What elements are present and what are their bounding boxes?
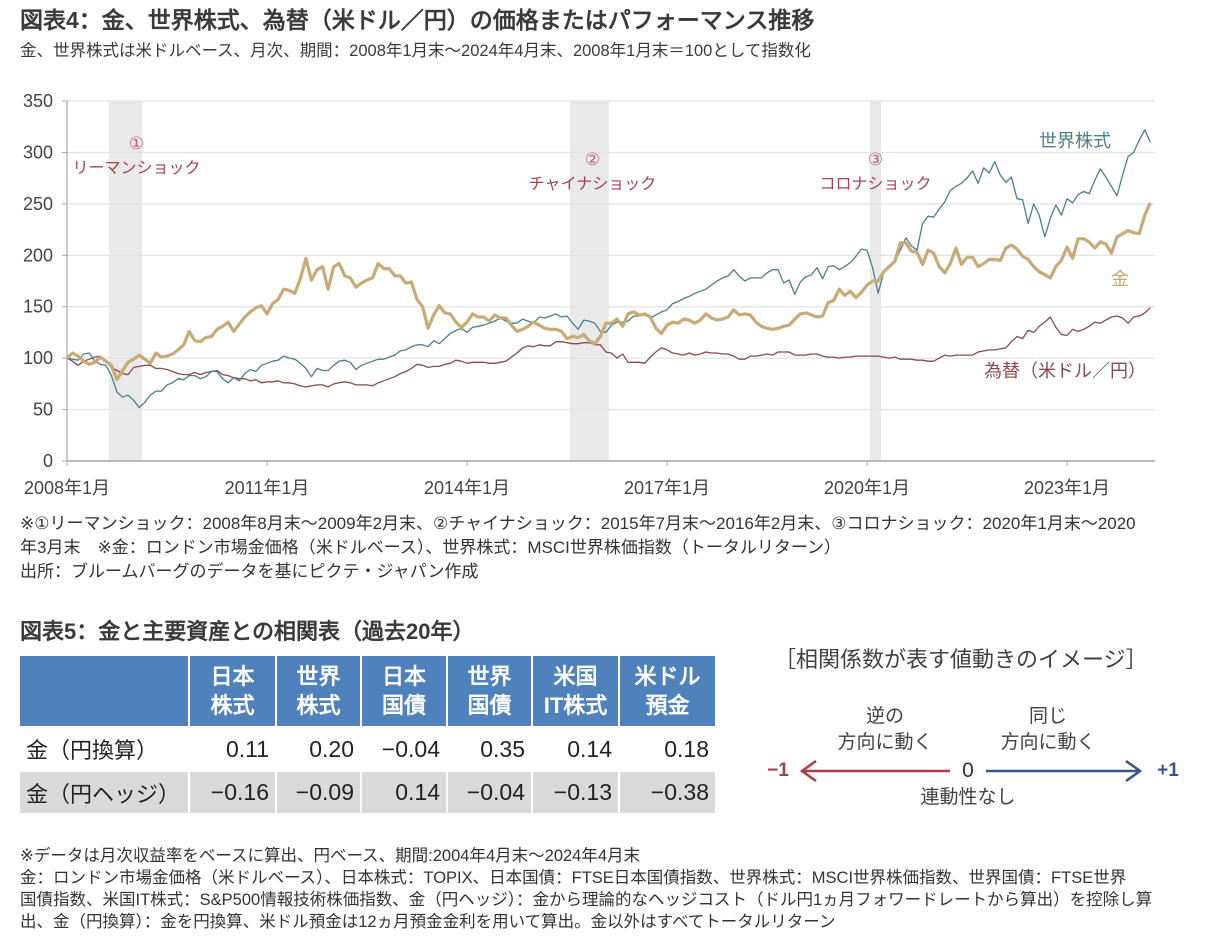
y-tick-label: 350 (23, 91, 53, 111)
axes: 0 50 100 150 200 250 300 350 2008年1月 2011年1月 2014年… (23, 91, 1155, 498)
plus-one-label: +1 (1157, 760, 1179, 781)
series-lines (65, 129, 1152, 409)
column-header: 日本 株式 (190, 656, 275, 726)
y-tick-label: 300 (23, 142, 53, 162)
shaded-period-label: リーマンショック (73, 159, 201, 177)
series-line (66, 129, 1151, 409)
table-header-corner (20, 656, 188, 726)
x-tick-label: 2008年1月 (24, 478, 110, 498)
figure5-title: 図表5：金と主要資産との相関表（過去20年） (20, 619, 475, 644)
positive-caption-line2: 方向に動く (1000, 732, 1096, 753)
gridlines (67, 100, 1155, 411)
column-header-line: 世界 (296, 664, 341, 689)
column-header-line: 国債 (381, 693, 426, 718)
y-tick-label: 0 (43, 451, 53, 471)
line-chart: 0 50 100 150 200 250 300 350 2008年1月 2011年1月 2014年… (23, 91, 1155, 498)
y-tick-label: 250 (23, 194, 53, 214)
row-label: 金（円ヘッジ） (20, 772, 188, 813)
column-header-line: 株式 (296, 693, 341, 718)
table-cell: 0.35 (448, 728, 531, 770)
x-tick-label: 2023年1月 (1024, 478, 1110, 498)
table-cell: −0.13 (533, 772, 618, 813)
column-header-line: 米国 (553, 664, 598, 689)
correlation-arrows (799, 759, 1143, 783)
column-header-line: 預金 (645, 693, 690, 718)
negative-caption-line1: 逆の (865, 706, 904, 727)
minus-one-label: −1 (767, 760, 789, 781)
figure4-note-line: 年3月末 ※金：ロンドン市場金価格（米ドルベース）、世界株式：MSCI世界株価指… (20, 538, 841, 557)
x-tick-label: 2011年1月 (225, 478, 310, 498)
figure5-note-line: 金：ロンドン市場金価格（米ドルベース）、日本株式：TOPIX、日本国債：FTSE… (20, 869, 1127, 887)
column-header-line: 世界 (467, 664, 512, 689)
table-cell: 0.20 (277, 728, 360, 770)
table-cell: −0.38 (620, 772, 715, 813)
figure4-note-line: ※①リーマンショック：2008年8月末～2009年2月末、②チャイナショック：2… (20, 514, 1136, 533)
figure4-source-line: 出所：ブルームバーグのデータを基にピクテ・ジャパン作成 (20, 562, 479, 581)
figure5-note-line: 国債指数、米国IT株式：S&P500情報技術株価指数、金（円ヘッジ）：金から理論… (20, 891, 1153, 909)
column-header-line: 日本 (381, 664, 426, 689)
table-cell: −0.04 (448, 772, 531, 813)
column-header: 世界 国債 (448, 656, 531, 726)
x-tick-label: 2020年1月 (824, 478, 910, 498)
row-label: 金（円換算） (20, 728, 188, 770)
column-header: 日本 国債 (362, 656, 446, 726)
series-line (66, 307, 1151, 388)
table-cell: 0.14 (533, 728, 618, 770)
correlation-table: 日本 株式 世界 株式 日本 国債 世界 国債 米国 IT株式 米ドル 預金 金（円換算） … (20, 656, 715, 813)
series-label: 世界株式 (1039, 131, 1111, 151)
shaded-period-label: コロナショック (820, 175, 932, 193)
shaded-period-number: ③ (868, 150, 883, 169)
table-cell: 0.18 (620, 728, 715, 770)
shaded-periods (108, 101, 882, 461)
column-header-line: 国債 (467, 693, 512, 718)
arrow-right-icon (1125, 759, 1143, 783)
arrow-left-icon (799, 759, 817, 783)
table-cell: −0.09 (277, 772, 360, 813)
y-tick-label: 50 (33, 400, 53, 420)
series-line (65, 202, 1152, 382)
table-cell: −0.16 (190, 772, 275, 813)
figure4-title: 図表4：金、世界株式、為替（米ドル／円）の価格またはパフォーマンス推移 (20, 7, 815, 33)
figure5-note-line: ※データは月次収益率をベースに算出、円ベース、期間:2004年4月末～2024年… (20, 847, 641, 865)
table-cell: 0.14 (362, 772, 446, 813)
figure5-note-line: 出、金（円換算）：金を円換算、米ドル預金は12ヵ月預金金利を用いて算出。金以外は… (20, 913, 836, 931)
x-tick-label: 2017年1月 (624, 478, 710, 498)
zero-label: 0 (962, 759, 974, 782)
figure4-subtitle: 金、世界株式は米ドルベース、月次、期間：2008年1月末～2024年4月末、20… (20, 42, 811, 60)
y-tick-label: 200 (23, 245, 53, 265)
column-header: 世界 株式 (277, 656, 360, 726)
y-tick-label: 150 (23, 297, 53, 317)
column-header-line: 株式 (210, 693, 255, 718)
column-header-line: IT株式 (543, 693, 608, 718)
y-tick-label: 100 (23, 348, 53, 368)
shaded-period-number: ② (585, 150, 600, 169)
series-label: 為替（米ドル／円） (984, 361, 1146, 381)
column-header-line: 日本 (210, 664, 255, 689)
table-cell: 0.11 (190, 728, 275, 770)
shaded-period-band (108, 101, 143, 461)
shaded-period-number: ① (129, 134, 144, 153)
x-tick-label: 2014年1月 (424, 478, 510, 498)
shaded-period-band (570, 101, 609, 461)
column-header: 米ドル 預金 (620, 656, 715, 726)
column-header: 米国 IT株式 (533, 656, 618, 726)
table-cell: −0.04 (362, 728, 446, 770)
correlation-diagram-title: ［相関係数が表す値動きのイメージ］ (774, 647, 1148, 672)
column-header-line: 米ドル (634, 664, 701, 689)
negative-caption-line2: 方向に動く (837, 732, 933, 753)
series-label: 金 (1111, 269, 1129, 289)
positive-caption-line1: 同じ (1028, 706, 1067, 727)
zero-caption: 連動性なし (920, 787, 1016, 808)
shaded-period-label: チャイナショック (529, 175, 657, 193)
